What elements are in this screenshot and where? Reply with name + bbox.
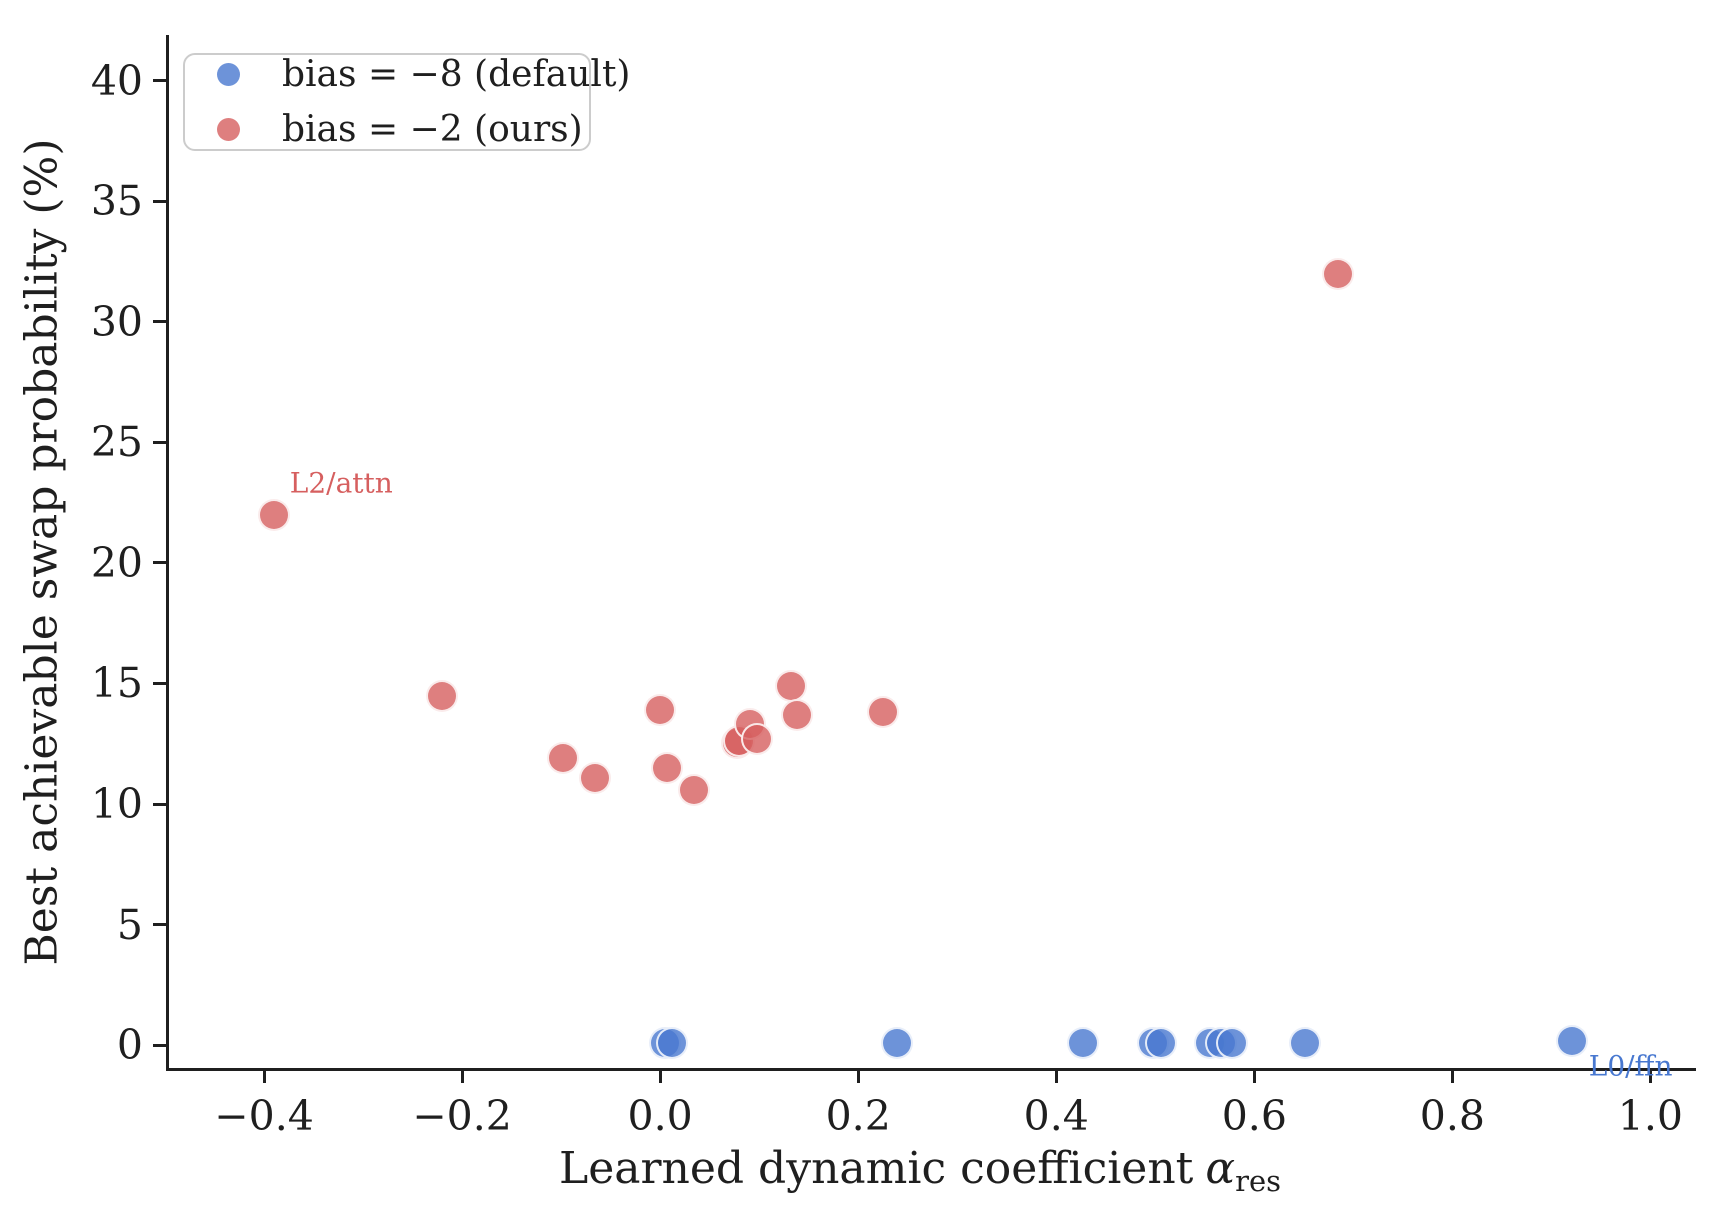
legend-item-bias-ours: bias = −2 (ours) (217, 109, 589, 150)
x-tick-label: 0.8 (1419, 1092, 1485, 1140)
scatter-point-bias-ours (426, 679, 459, 712)
scatter-point-bias-ours (547, 742, 580, 775)
annotation-l2-attn: L2/attn (289, 466, 393, 500)
x-tick (856, 1068, 860, 1083)
x-tick-label: −0.4 (214, 1092, 314, 1140)
x-tick-label: 0.6 (1221, 1092, 1287, 1140)
y-axis-label-text: Best achievable swap probability (%) (16, 138, 68, 966)
y-tick-label: 20 (90, 538, 143, 587)
y-tick (153, 561, 168, 565)
x-tick-label: −0.2 (412, 1092, 512, 1140)
legend-item-label: bias = −8 (default) (282, 54, 631, 95)
x-tick (1252, 1068, 1256, 1083)
scatter-point-bias-ours (644, 694, 677, 726)
x-axis-label-text: Learned dynamic coefficient (559, 1143, 1194, 1194)
legend: bias = −8 (default) bias = −2 (ours) (183, 53, 630, 151)
x-tick-label: 0.4 (1023, 1092, 1089, 1140)
scatter-point-bias-ours (257, 498, 290, 531)
scatter-point-bias-ours (677, 773, 710, 806)
scatter-point-bias-ours (741, 722, 774, 755)
x-tick (460, 1068, 464, 1083)
y-tick-label: 5 (116, 900, 143, 949)
scatter-point-bias-default (1556, 1025, 1589, 1058)
y-tick-label: 35 (90, 177, 143, 226)
scatter-point-bias-ours (651, 751, 684, 784)
scatter-point-bias-ours (1322, 257, 1355, 290)
scatter-point-bias-default (1215, 1026, 1248, 1059)
y-tick (153, 802, 168, 806)
scatter-point-bias-default (1288, 1026, 1321, 1059)
y-tick-label: 15 (90, 659, 143, 708)
legend-item-bias-default: bias = −8 (default) (217, 54, 630, 95)
x-axis-label-subscript: res (1235, 1164, 1281, 1198)
x-axis-label: Learned dynamic coefficient αres (559, 1143, 1281, 1198)
y-tick (153, 320, 168, 324)
x-tick (658, 1068, 662, 1083)
x-tick (1054, 1068, 1058, 1083)
y-tick (153, 199, 168, 203)
x-tick (262, 1068, 266, 1083)
y-tick-label: 40 (90, 56, 143, 105)
legend-marker-icon (217, 63, 240, 86)
scatter-point-bias-ours (780, 698, 813, 731)
scatter-point-bias-default (1067, 1026, 1099, 1059)
y-tick (153, 440, 168, 444)
legend-marker-icon (217, 118, 240, 141)
scatter-point-bias-default (1145, 1026, 1178, 1059)
scatter-point-bias-ours (578, 761, 611, 794)
x-tick (1648, 1068, 1652, 1083)
y-tick-label: 0 (116, 1021, 143, 1070)
scatter-point-bias-default (656, 1026, 689, 1059)
x-tick-label: 1.0 (1617, 1092, 1684, 1140)
scatter-point-bias-default (880, 1026, 913, 1059)
x-axis-label-symbol: α (1205, 1143, 1236, 1194)
y-tick (153, 79, 168, 83)
x-tick (1450, 1068, 1454, 1083)
y-tick (153, 1043, 168, 1047)
x-tick-label: 0.0 (627, 1092, 693, 1140)
scatter-point-bias-ours (866, 696, 899, 729)
legend-item-label: bias = −2 (ours) (282, 109, 583, 150)
y-tick-label: 30 (90, 297, 143, 346)
y-axis-label: Best achievable swap probability (%) (17, 138, 68, 965)
y-tick-label: 25 (90, 418, 143, 467)
annotation-l0-ffn: L0/ffn (1588, 1049, 1673, 1083)
y-tick (153, 681, 168, 685)
x-tick-label: 0.2 (825, 1092, 891, 1140)
y-tick (153, 923, 168, 927)
scatter-point-bias-ours (774, 669, 807, 702)
plot-area (166, 35, 1696, 1071)
y-tick-label: 10 (90, 780, 143, 829)
